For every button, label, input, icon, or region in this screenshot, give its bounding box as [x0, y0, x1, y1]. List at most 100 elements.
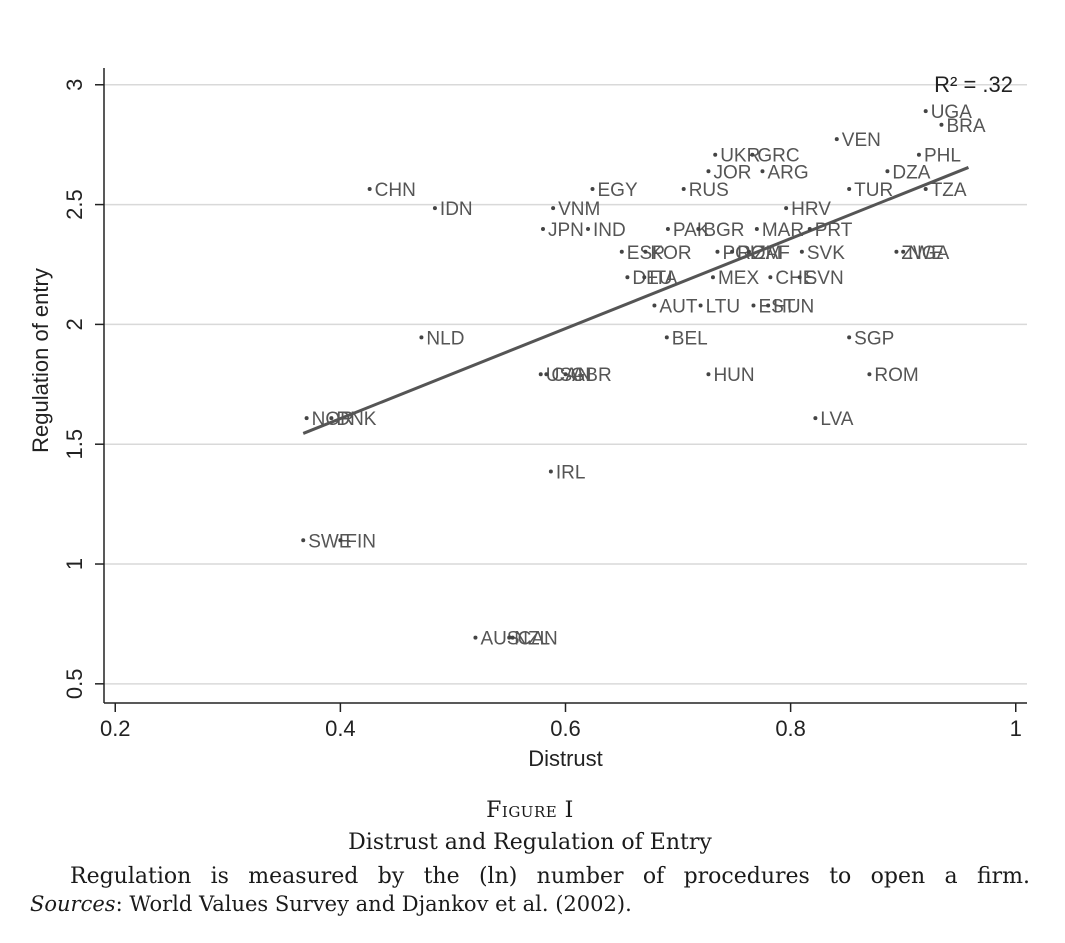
data-point-label: SVK	[807, 243, 845, 264]
data-point-label: PAK	[673, 220, 710, 241]
data-point	[698, 303, 703, 308]
figure-label: Figure I	[486, 798, 574, 823]
data-point-label: KOR	[650, 243, 691, 264]
data-point-label: FIN	[345, 531, 376, 552]
y-tick-label: 2.5	[62, 189, 87, 220]
data-point	[301, 538, 306, 543]
sources-text: : World Values Survey and Djankov et al.…	[115, 892, 632, 916]
data-point-label: CHN	[375, 180, 416, 201]
data-point-label: ROM	[737, 243, 781, 264]
data-point-label: BGR	[703, 220, 744, 241]
sources-label: Sources	[30, 892, 116, 916]
data-point-label: VNM	[558, 199, 600, 220]
data-point	[338, 538, 343, 543]
data-point	[432, 206, 437, 211]
data-point-label: HRV	[791, 199, 831, 220]
data-point-label: ZWE	[901, 243, 943, 264]
data-point-label: UKR	[720, 146, 760, 167]
axes: 0.5 1 1.5 2 2.5 3 0.2 0.4 0.6 0.8 1	[62, 68, 1027, 741]
data-point-label: HUN	[713, 365, 754, 386]
data-point-label: UGA	[931, 102, 973, 123]
data-point-label: DNK	[336, 409, 376, 430]
data-point-label: ARG	[767, 162, 808, 183]
fit-line-layer	[302, 166, 970, 435]
data-point-label: AUS	[480, 629, 519, 650]
data-point-label: NLD	[426, 328, 464, 349]
data-point-label: NGA	[908, 243, 950, 264]
y-tick-label: 2	[62, 318, 87, 330]
data-point-label: IRL	[556, 463, 586, 484]
data-point	[665, 227, 670, 232]
y-tick-label: 1.5	[62, 429, 87, 460]
data-point-label: MEX	[718, 268, 760, 289]
data-point-label: VEN	[842, 130, 881, 151]
data-point	[544, 372, 549, 377]
data-point	[642, 275, 647, 280]
data-point-label: IDN	[440, 199, 473, 220]
data-point-label: CHE	[775, 268, 815, 289]
data-point	[625, 275, 630, 280]
figure-sources: Sources: World Values Survey and Djankov…	[30, 892, 1030, 916]
data-point	[746, 249, 751, 254]
data-point	[619, 249, 624, 254]
data-point-label: BEL	[672, 328, 708, 349]
data-point	[901, 249, 906, 254]
data-point-label: JOR	[713, 162, 751, 183]
data-point-label: PRT	[815, 220, 853, 241]
data-point	[540, 227, 545, 232]
x-tick-label: 0.6	[550, 716, 581, 741]
data-point-label: AUT	[659, 296, 697, 317]
data-point-label: ROM	[874, 365, 918, 386]
x-tick-label: 0.8	[775, 716, 806, 741]
data-point-label: EGY	[598, 180, 638, 201]
data-point	[813, 416, 818, 421]
data-point	[885, 169, 890, 174]
data-point-label: GBR	[571, 365, 612, 386]
data-point	[713, 152, 718, 157]
data-point-label: NOR	[312, 409, 354, 430]
data-point-label: PHL	[924, 146, 961, 167]
data-point	[367, 187, 372, 192]
data-point-label: HUN	[773, 296, 814, 317]
data-point	[807, 227, 812, 232]
x-axis-title: Distrust	[528, 746, 603, 771]
data-point	[652, 303, 657, 308]
figure-title: Distrust and Regulation of Entry	[348, 830, 712, 855]
axis-labels: Distrust Regulation of entry R² = .32	[28, 72, 1013, 771]
data-point	[847, 335, 852, 340]
data-point-label: DEU	[632, 268, 672, 289]
data-point	[507, 635, 512, 640]
data-point-label: RUS	[689, 180, 729, 201]
grid-lines	[104, 84, 1027, 685]
data-point-label: TZA	[931, 180, 967, 201]
data-point-label: JPN	[548, 220, 584, 241]
data-point-label: POL	[722, 243, 760, 264]
data-point	[799, 249, 804, 254]
y-tick-label: 0.5	[62, 669, 87, 700]
data-point	[923, 109, 928, 114]
data-point	[760, 169, 765, 174]
data-point	[750, 152, 755, 157]
figure-note: Regulation is measured by the (ln) numbe…	[70, 864, 1030, 889]
data-point	[916, 152, 921, 157]
data-point	[923, 187, 928, 192]
data-point-label: GRC	[757, 146, 799, 167]
data-point-label: ITA	[649, 268, 677, 289]
data-point	[664, 335, 669, 340]
data-point	[867, 372, 872, 377]
data-point	[754, 227, 759, 232]
data-point	[643, 249, 648, 254]
data-point-label: LVA	[820, 409, 853, 430]
data-point	[784, 206, 789, 211]
data-point-label: EST	[758, 296, 795, 317]
data-point	[586, 227, 591, 232]
data-point	[419, 335, 424, 340]
data-point	[590, 187, 595, 192]
data-point-label: TUR	[854, 180, 893, 201]
data-point-label: BRA	[946, 116, 985, 137]
data-point	[696, 227, 701, 232]
y-tick-label: 3	[62, 79, 87, 91]
y-axis-title: Regulation of entry	[28, 268, 53, 453]
data-point	[797, 275, 802, 280]
